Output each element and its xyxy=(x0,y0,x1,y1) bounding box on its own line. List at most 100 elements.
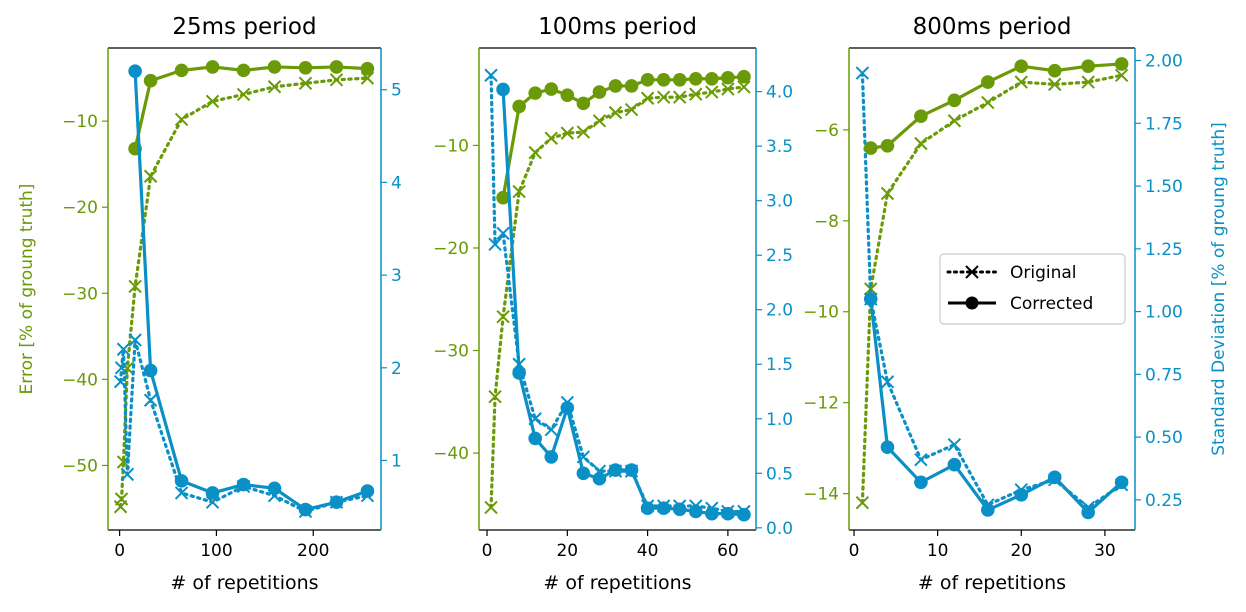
data-point xyxy=(947,457,962,472)
data-point xyxy=(1047,63,1062,78)
panel-3: 800ms period # of repetitions 0 10 20 30 −14 −1… xyxy=(803,14,1183,594)
y-right-tick-label: 4.0 xyxy=(766,83,793,103)
data-point xyxy=(205,94,220,109)
data-point xyxy=(496,82,510,97)
data-point xyxy=(205,60,220,74)
data-point xyxy=(914,109,928,124)
legend: Original Corrected xyxy=(939,253,1126,325)
data-point xyxy=(484,68,498,82)
data-point xyxy=(721,506,735,521)
y-right-tick-label: 1 xyxy=(391,451,402,471)
data-point xyxy=(721,82,735,96)
series-error-corrected xyxy=(863,57,1129,155)
data-point xyxy=(360,61,375,76)
series-error-original xyxy=(484,80,751,515)
data-point xyxy=(688,71,703,86)
y-right-tick-label: 2.0 xyxy=(766,301,793,321)
data-point xyxy=(528,86,543,100)
x-tick-label: 200 xyxy=(297,541,329,561)
y-left-tick-label: −10 xyxy=(62,112,98,132)
data-point xyxy=(947,93,962,108)
data-point xyxy=(673,90,687,104)
data-point xyxy=(737,80,751,94)
data-point xyxy=(576,466,591,481)
data-point xyxy=(914,453,928,467)
data-point xyxy=(914,475,928,490)
x-tick-label: 0 xyxy=(849,541,860,561)
data-point xyxy=(143,363,158,378)
data-point xyxy=(236,63,251,78)
data-point xyxy=(360,484,375,498)
data-point xyxy=(656,501,671,515)
y-right-tick-label: 1.75 xyxy=(1145,114,1183,134)
data-point xyxy=(576,96,591,111)
data-point xyxy=(1114,475,1129,490)
data-point xyxy=(496,309,510,324)
data-point xyxy=(116,342,131,356)
data-point xyxy=(1081,505,1095,520)
data-point xyxy=(880,375,895,389)
y-right-tick-label: 5 xyxy=(391,81,402,101)
data-point xyxy=(981,95,995,110)
data-point xyxy=(1081,75,1095,89)
data-point xyxy=(705,71,719,86)
data-point xyxy=(488,237,502,251)
y-left-tick-label: −30 xyxy=(62,284,98,304)
panel-3-title: 800ms period xyxy=(913,14,1072,40)
series-std-corrected xyxy=(863,292,1129,520)
panel-3-xlabel: # of repetitions xyxy=(918,572,1066,594)
y-right-tick-label: 0.5 xyxy=(766,464,793,484)
data-point xyxy=(174,63,189,78)
data-point xyxy=(174,112,189,127)
data-point xyxy=(329,73,344,87)
data-point xyxy=(560,88,575,102)
data-point xyxy=(544,450,559,464)
data-point xyxy=(576,125,591,139)
data-point xyxy=(298,502,313,517)
data-point xyxy=(981,75,995,89)
y-left-tick-label: −6 xyxy=(814,121,839,141)
data-point xyxy=(672,72,687,87)
data-point xyxy=(688,504,703,519)
y-right-tick-label: 0.75 xyxy=(1145,365,1183,385)
series-std-corrected xyxy=(496,82,751,522)
data-point xyxy=(496,190,510,205)
data-point xyxy=(1014,75,1028,89)
data-point xyxy=(488,389,502,404)
data-point xyxy=(608,105,623,120)
x-tick-label: 0 xyxy=(482,541,493,561)
y-left-tick-label: −10 xyxy=(803,303,839,323)
data-point xyxy=(947,114,962,128)
y-right-tick-label: 3.0 xyxy=(766,192,793,212)
data-point xyxy=(981,503,995,517)
data-point xyxy=(560,401,575,415)
y-left-tick-label: −14 xyxy=(803,485,839,505)
y-right-tick-label: 2.00 xyxy=(1145,52,1183,72)
y-right-tick-label: 1.0 xyxy=(766,410,793,430)
data-point xyxy=(267,80,282,94)
legend-corrected-label: Corrected xyxy=(1010,294,1093,314)
panel-2-title: 100ms period xyxy=(538,14,697,40)
y-left-tick-label: −10 xyxy=(433,136,469,156)
y-left-tick-label: −12 xyxy=(803,394,839,414)
y-right-tick-label: 2.5 xyxy=(766,246,793,266)
data-point xyxy=(174,486,189,500)
data-point xyxy=(1114,57,1129,71)
data-point xyxy=(855,496,870,510)
data-point xyxy=(640,72,655,87)
y-right-tick-label: 0.50 xyxy=(1145,428,1183,448)
shared-ylabel-left: Error [% of groung truth] xyxy=(17,184,37,395)
data-point xyxy=(737,69,751,84)
data-point xyxy=(592,85,607,99)
legend-original-label: Original xyxy=(1010,263,1077,283)
y-right-tick-label: 0.25 xyxy=(1145,491,1183,511)
x-tick-label: 20 xyxy=(556,541,578,561)
y-right-tick-label: 1.5 xyxy=(766,355,793,375)
data-point xyxy=(496,226,510,241)
x-tick-label: 10 xyxy=(927,541,949,561)
y-left-tick-label: −20 xyxy=(62,198,98,218)
data-point xyxy=(298,76,313,90)
data-point xyxy=(267,60,282,74)
x-tick-label: 100 xyxy=(200,541,232,561)
